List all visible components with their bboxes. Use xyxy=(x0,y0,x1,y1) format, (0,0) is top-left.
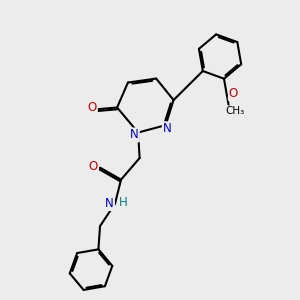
Text: O: O xyxy=(229,87,238,100)
Text: N: N xyxy=(130,128,139,141)
Text: O: O xyxy=(89,160,98,172)
Text: N: N xyxy=(105,197,114,210)
Text: N: N xyxy=(163,122,172,135)
Text: H: H xyxy=(119,196,128,208)
Text: O: O xyxy=(88,101,97,114)
Text: CH₃: CH₃ xyxy=(226,106,245,116)
